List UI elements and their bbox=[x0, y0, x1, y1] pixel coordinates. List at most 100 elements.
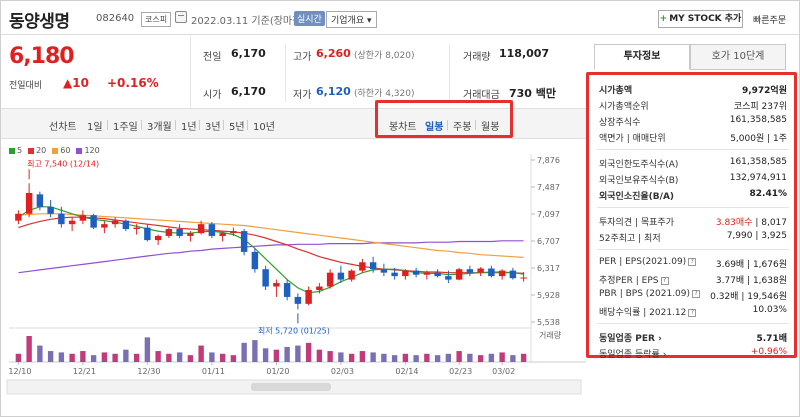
volume-bar bbox=[26, 336, 32, 362]
industry-rate-value: +0.96% bbox=[750, 347, 787, 357]
tab-1d[interactable]: 1일 bbox=[87, 122, 103, 133]
candle-body bbox=[25, 192, 33, 214]
candle-body bbox=[240, 231, 248, 252]
volume-bar bbox=[144, 337, 151, 362]
tab-divider bbox=[247, 120, 248, 130]
tab-3m[interactable]: 3개월 bbox=[147, 122, 172, 133]
candle-body bbox=[498, 270, 506, 277]
candle-body bbox=[144, 227, 151, 241]
tab-daily[interactable]: 일봉 bbox=[425, 122, 444, 133]
ma-line-ma120 bbox=[18, 240, 524, 274]
prev-close-value: 6,170 bbox=[231, 47, 266, 60]
pbr-label-text: PBR | BPS (2021.09) bbox=[599, 289, 691, 299]
dividend-value: 10.03% bbox=[752, 305, 787, 315]
dividend-label-text: 배당수익률 | 2021.12 bbox=[599, 308, 687, 318]
candle-body bbox=[79, 215, 87, 221]
upper-limit: (상한가 8,020) bbox=[354, 51, 415, 61]
candle-body bbox=[197, 224, 205, 234]
help-icon[interactable]: ? bbox=[660, 276, 669, 285]
candle-body bbox=[348, 270, 355, 280]
est-per-value: 3.77배 | 1,638원 bbox=[715, 276, 787, 286]
legend-label: 5 bbox=[17, 146, 23, 155]
tab-divider bbox=[175, 120, 176, 130]
tab-candle-chart[interactable]: 봉차트 bbox=[389, 122, 417, 133]
volume-bar bbox=[488, 353, 495, 362]
tab-1y[interactable]: 1년 bbox=[181, 122, 197, 133]
volume-bar bbox=[262, 348, 269, 362]
volume-bar bbox=[445, 353, 452, 362]
volume-bar bbox=[316, 349, 323, 362]
tab-divider bbox=[475, 120, 476, 130]
market-cap-value: 9,972억원 bbox=[741, 86, 787, 96]
tab-monthly[interactable]: 월봉 bbox=[481, 122, 500, 133]
realtime-button[interactable]: 실시간 bbox=[294, 11, 325, 26]
current-price: 6,180 bbox=[9, 44, 75, 69]
foreign-ratio-value: 82.41% bbox=[749, 189, 788, 199]
tab-1w[interactable]: 1주일 bbox=[113, 122, 138, 133]
y-tick-label: 6,707 bbox=[537, 237, 560, 246]
help-icon[interactable]: ? bbox=[688, 257, 697, 266]
volume-bar bbox=[187, 355, 194, 362]
candle-body bbox=[488, 268, 495, 277]
candle-body bbox=[154, 235, 162, 241]
help-icon[interactable]: ? bbox=[692, 289, 701, 298]
volume-label: 거래량 bbox=[539, 330, 562, 340]
mystock-add-button[interactable]: + MY STOCK 추가 bbox=[658, 10, 743, 28]
candle-body bbox=[68, 220, 76, 225]
foreign-hold-value: 132,974,911 bbox=[729, 173, 787, 183]
candle-body bbox=[133, 227, 140, 230]
change-label: 전일대비 bbox=[9, 81, 43, 91]
stock-code: 082640 bbox=[96, 13, 135, 24]
volume-bar bbox=[477, 355, 484, 362]
chart-scroll-thumb bbox=[251, 383, 331, 391]
info-panel: 투자정보 호가 10단계 시가총액 9,972억원 시가총액순위 코스피 237위 … bbox=[586, 36, 799, 417]
tab-divider bbox=[141, 120, 142, 130]
candle-body bbox=[402, 270, 409, 277]
market-cap-rank-value: 코스피 237위 bbox=[733, 102, 787, 112]
calendar-icon bbox=[175, 11, 187, 23]
industry-rate-label-text: 동일업종 등락률 bbox=[599, 350, 660, 360]
volume-bar bbox=[230, 355, 237, 362]
help-icon[interactable]: ? bbox=[688, 308, 697, 317]
min-label: 최저 5,720 (01/25) bbox=[258, 325, 330, 335]
volume-bar bbox=[133, 353, 140, 362]
industry-per-label-text: 동일업종 PER bbox=[599, 334, 655, 344]
reference-date: 2022.03.11 기준(장마감) bbox=[191, 16, 306, 27]
chevron-right-icon: › bbox=[658, 334, 662, 344]
volume-bar bbox=[381, 353, 387, 362]
company-info-label: 기업개요 bbox=[331, 16, 365, 26]
volume-bar bbox=[284, 346, 290, 362]
candle-body bbox=[283, 283, 291, 297]
tab-invest-info[interactable]: 투자정보 bbox=[594, 44, 690, 70]
foreign-ratio-label: 외국인소진율(B/A) bbox=[599, 192, 675, 202]
tab-3y[interactable]: 3년 bbox=[205, 122, 221, 133]
legend-label: 120 bbox=[84, 146, 100, 155]
quick-order-link[interactable]: 빠른주문 bbox=[753, 16, 787, 26]
x-tick-label: 02/03 bbox=[331, 367, 354, 376]
chevron-down-icon: ▾ bbox=[367, 16, 372, 26]
chart-legend: 5 20 60 120 bbox=[9, 146, 106, 155]
tab-hoga-10[interactable]: 호가 10단계 bbox=[690, 44, 786, 70]
volume-bar bbox=[499, 352, 505, 362]
tab-weekly[interactable]: 주봉 bbox=[453, 122, 472, 133]
volume-bar bbox=[467, 353, 473, 362]
candle-body bbox=[187, 233, 194, 236]
candle-body bbox=[15, 213, 22, 221]
tab-line-chart[interactable]: 선차트 bbox=[49, 122, 77, 133]
y-tick-label: 7,876 bbox=[537, 156, 560, 165]
divider bbox=[597, 149, 789, 150]
y-tick-label: 5,538 bbox=[537, 318, 560, 327]
volume-bar bbox=[413, 355, 419, 362]
face-label: 액면가 | 매매단위 bbox=[599, 134, 666, 144]
triangle-up-icon: ▲ bbox=[63, 76, 73, 90]
candle-body bbox=[305, 289, 312, 304]
candle-body bbox=[369, 262, 377, 270]
company-info-dropdown[interactable]: 기업개요 ▾ bbox=[326, 11, 377, 28]
chart-tab-bar: 선차트 1일 1주일 3개월 1년 3년 5년 10년 봉차트 일봉 주봉 월봉 bbox=[1, 108, 586, 139]
tab-10y[interactable]: 10년 bbox=[253, 122, 275, 133]
candle-body bbox=[101, 224, 108, 228]
tab-5y[interactable]: 5년 bbox=[229, 122, 245, 133]
candle-body bbox=[509, 270, 517, 279]
legend-item-5: 5 bbox=[9, 146, 22, 155]
